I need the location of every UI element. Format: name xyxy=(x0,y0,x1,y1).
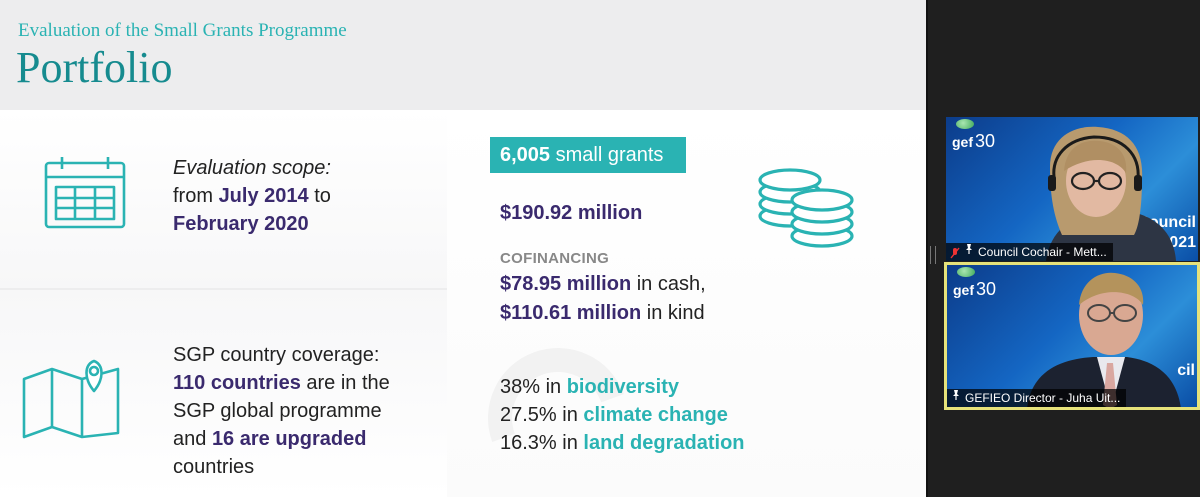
coverage-upgraded: 16 are upgraded xyxy=(211,428,367,450)
gef-globe-icon xyxy=(957,267,975,277)
cofinancing-label: COFINANCING xyxy=(500,250,610,267)
scope-label: Evaluation scope: xyxy=(173,157,331,179)
grants-label: small grants xyxy=(550,144,664,166)
gef-logo: gef 30 xyxy=(952,131,996,151)
participant-video xyxy=(1046,126,1176,261)
small-grants-badge: 6,005 small grants xyxy=(490,137,686,173)
focal-area-name: biodiversity xyxy=(566,376,679,398)
mic-muted-icon xyxy=(950,246,960,259)
focal-area-pct: 27.5% in xyxy=(500,404,584,426)
grants-count: 6,005 xyxy=(500,144,551,166)
video-tile-gefieo-director[interactable]: gef 30 cil GEFIEO Director - Juha Uit... xyxy=(944,262,1200,410)
presentation-slide: Evaluation of the Small Grants Programme… xyxy=(0,0,926,497)
focal-area-biodiversity: 38% in biodiversity xyxy=(500,373,745,401)
focal-area-pct: 38% in xyxy=(500,376,567,398)
panel-divider xyxy=(926,0,928,497)
participant-nameplate: Council Cochair - Mett... xyxy=(946,243,1113,261)
coverage-line2-rest: are in the xyxy=(300,372,390,394)
focal-area-name: land degradation xyxy=(583,432,745,454)
focal-areas-list: 38% in biodiversity 27.5% in climate cha… xyxy=(500,373,745,457)
focal-area-name: climate change xyxy=(583,404,728,426)
map-pin-icon xyxy=(22,357,122,439)
coverage-countries: 110 countries xyxy=(173,372,301,394)
cofinancing-cash-amount: $78.95 million xyxy=(500,273,632,295)
participant-name: GEFIEO Director - Juha Uit... xyxy=(965,391,1121,405)
coverage-line1: SGP country coverage: xyxy=(173,344,380,366)
coins-icon xyxy=(752,160,858,248)
scope-to-text: to xyxy=(308,185,331,207)
participant-video xyxy=(1027,272,1181,407)
coverage-panel xyxy=(0,290,447,497)
cofinancing-values: $78.95 million in cash, $110.61 million … xyxy=(500,270,706,328)
scope-text: Evaluation scope: from July 2014 to Febr… xyxy=(173,154,331,238)
focal-area-climate-change: 27.5% in climate change xyxy=(500,401,745,429)
coverage-line4-pre: and xyxy=(173,428,212,450)
calendar-icon xyxy=(44,155,126,229)
scope-from-date: July 2014 xyxy=(218,185,309,207)
financing-panel xyxy=(447,110,926,497)
pin-icon xyxy=(951,389,961,407)
cofinancing-kind-text: in kind xyxy=(641,302,705,324)
total-grants-amount: $190.92 million xyxy=(500,202,643,224)
coverage-line5: countries xyxy=(173,456,255,478)
gef-globe-icon xyxy=(956,119,974,129)
cofinancing-cash-line: $78.95 million in cash, xyxy=(500,270,706,299)
coverage-line3: SGP global programme xyxy=(173,400,382,422)
scope-from-text: from xyxy=(173,185,219,207)
cofinancing-cash-text: in cash, xyxy=(631,273,706,295)
resize-handle[interactable] xyxy=(930,246,936,264)
cofinancing-kind-amount: $110.61 million xyxy=(500,302,642,324)
scope-to-date: February 2020 xyxy=(173,213,309,235)
slide-title: Portfolio xyxy=(16,43,173,92)
coverage-text: SGP country coverage: 110 countries are … xyxy=(173,341,390,481)
cofinancing-kind-line: $110.61 million in kind xyxy=(500,299,706,328)
scope-from-line: from July 2014 to xyxy=(173,182,331,210)
gef-logo: gef 30 xyxy=(953,279,997,299)
coverage-line2: 110 countries are in the xyxy=(173,369,390,397)
participant-name: Council Cochair - Mett... xyxy=(978,245,1107,259)
focal-area-land-degradation: 16.3% in land degradation xyxy=(500,429,745,457)
slide-subtitle: Evaluation of the Small Grants Programme xyxy=(18,20,347,41)
pin-icon xyxy=(964,243,974,261)
focal-area-pct: 16.3% in xyxy=(500,432,584,454)
participant-nameplate: GEFIEO Director - Juha Uit... xyxy=(947,389,1127,407)
background-banner-text: cil xyxy=(1177,362,1195,379)
video-tile-council-cochair[interactable]: gef 30 Council 2021 Council Cochair - Met… xyxy=(946,117,1198,261)
coverage-line4: and 16 are upgraded xyxy=(173,425,390,453)
